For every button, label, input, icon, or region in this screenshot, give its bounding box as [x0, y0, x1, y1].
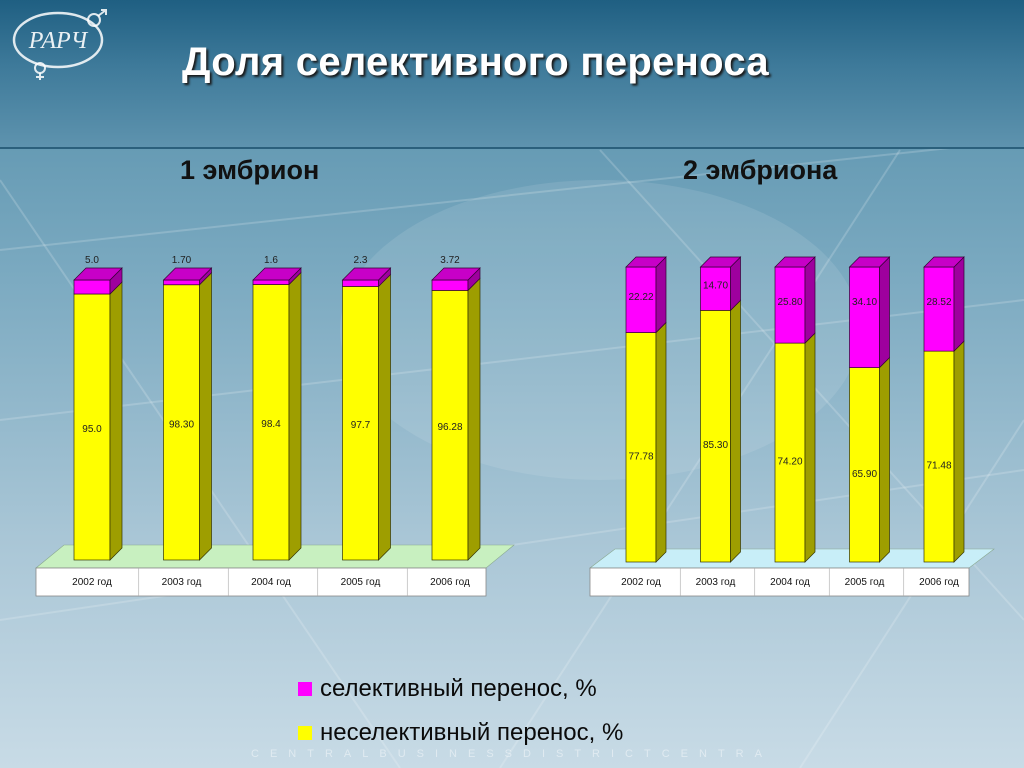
category-label-4: 2005 год	[845, 577, 885, 588]
bar-nonselective-side-2	[730, 299, 741, 563]
bar-top-5	[431, 267, 481, 281]
bar-selective-side-5	[953, 256, 965, 352]
category-label-5: 2006 год	[919, 577, 959, 588]
data-label-nonselective-5: 96.28	[437, 422, 462, 433]
bar-selective-side-4	[879, 256, 890, 369]
bar-top-4	[341, 267, 392, 281]
bar-selective-2	[700, 266, 731, 311]
legend-swatch-nonselective	[298, 726, 312, 740]
bar-top-3	[774, 256, 816, 268]
bar-selective-3	[252, 279, 290, 285]
bar-nonselective-1	[625, 332, 657, 563]
bar-selective-5	[923, 266, 955, 352]
bar-nonselective-1	[73, 293, 111, 561]
data-label-nonselective-4: 97.7	[351, 420, 371, 431]
data-label-nonselective-2: 85.30	[703, 440, 728, 451]
bar-nonselective-2	[700, 310, 731, 563]
bar-top-1	[73, 267, 123, 281]
bar-nonselective-3	[774, 342, 806, 563]
data-label-selective-4: 2.3	[354, 255, 368, 266]
svg-text:РАРЧ: РАРЧ	[28, 28, 89, 54]
bar-selective-3	[774, 266, 806, 344]
bar-nonselective-3	[252, 284, 290, 561]
data-label-nonselective-3: 98.4	[261, 419, 281, 430]
bar-selective-4	[342, 279, 379, 287]
bar-nonselective-5	[923, 350, 955, 563]
data-label-selective-5: 28.52	[926, 297, 951, 308]
category-axis-band	[35, 567, 487, 597]
data-label-selective-2: 1.70	[172, 255, 192, 266]
bar-nonselective-side-1	[109, 281, 123, 561]
category-axis-band	[589, 567, 970, 597]
header-band: РАРЧ Доля селективного переноса	[0, 0, 1024, 149]
bar-selective-4	[849, 266, 880, 368]
bar-top-5	[923, 256, 965, 268]
category-label-4: 2005 год	[341, 577, 381, 588]
bar-nonselective-side-3	[804, 332, 816, 563]
bar-selective-side-1	[655, 256, 667, 334]
bar-nonselective-side-1	[655, 321, 667, 563]
legend-swatch-selective	[298, 682, 312, 696]
chart-title-two-embryos: 2 эмбриона	[683, 155, 838, 185]
chart-one-embryo: 95.0 5.0 2002 год 98.30 1.70 2003 год 98.4 1.6 2…	[35, 255, 515, 597]
data-label-selective-1: 22.22	[628, 292, 653, 303]
bar-nonselective-side-5	[467, 277, 481, 561]
data-label-nonselective-4: 65.90	[852, 469, 877, 480]
bar-nonselective-5	[431, 290, 469, 561]
bar-top-3	[252, 267, 302, 281]
footer-watermark-text: CENTRALBUSINESSDISTRICTCENTRA	[251, 748, 773, 760]
data-label-nonselective-1: 95.0	[82, 424, 102, 435]
bar-selective-1	[625, 266, 657, 333]
category-label-1: 2002 год	[621, 577, 661, 588]
page-title: Доля селективного переноса	[182, 40, 769, 84]
legend-label-nonselective: неселективный перенос, %	[320, 719, 624, 746]
category-label-1: 2002 год	[72, 577, 112, 588]
bar-nonselective-side-3	[288, 271, 302, 561]
bar-selective-2	[163, 279, 200, 286]
bar-nonselective-side-5	[953, 340, 965, 563]
data-label-nonselective-3: 74.20	[777, 457, 802, 468]
legend-label-selective: селективный перенос, %	[320, 675, 597, 702]
bar-nonselective-side-4	[879, 356, 890, 563]
data-label-nonselective-2: 98.30	[169, 419, 194, 430]
legend-item-nonselective: неселективный перенос, %	[298, 718, 623, 748]
bar-top-2	[699, 256, 742, 268]
chart-two-embryos: 77.78 22.22 2002 год 85.30 14.70 2003 год 74.2…	[589, 256, 995, 597]
bar-nonselective-2	[163, 284, 200, 561]
raru-logo: РАРЧ	[12, 9, 107, 80]
bar-nonselective-4	[849, 367, 880, 563]
data-label-selective-4: 34.10	[852, 297, 877, 308]
bar-selective-5	[431, 279, 469, 291]
bar-selective-1	[73, 279, 111, 295]
category-label-3: 2004 год	[770, 577, 810, 588]
legend-item-selective: селективный перенос, %	[298, 674, 597, 704]
bar-nonselective-side-2	[199, 271, 212, 561]
bar-selective-side-3	[804, 256, 816, 344]
data-label-nonselective-1: 77.78	[628, 451, 653, 462]
bar-nonselective-4	[342, 286, 379, 561]
category-label-2: 2003 год	[162, 577, 202, 588]
category-label-2: 2003 год	[696, 577, 736, 588]
category-label-5: 2006 год	[430, 577, 470, 588]
category-label-3: 2004 год	[251, 577, 291, 588]
data-label-selective-3: 25.80	[777, 297, 802, 308]
bar-top-1	[625, 256, 667, 268]
data-label-selective-2: 14.70	[703, 281, 728, 292]
chart-title-one-embryo: 1 эмбрион	[180, 155, 320, 185]
data-label-selective-5: 3.72	[440, 255, 460, 266]
bar-nonselective-side-4	[378, 273, 391, 561]
bar-top-2	[162, 267, 213, 281]
data-label-selective-3: 1.6	[264, 255, 278, 266]
data-label-selective-1: 5.0	[85, 255, 99, 266]
data-label-nonselective-5: 71.48	[926, 461, 951, 472]
bar-top-4	[848, 256, 891, 268]
